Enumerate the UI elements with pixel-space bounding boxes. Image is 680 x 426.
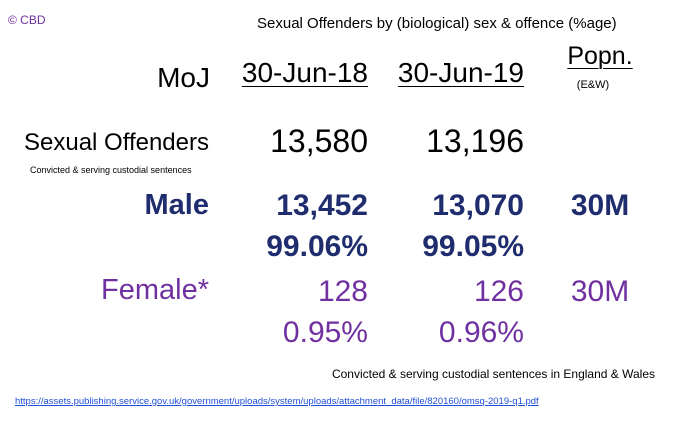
female-label: Female* [101,274,209,306]
moj-label: MoJ [157,62,210,93]
male-2019-percent: 99.05% [422,230,524,263]
male-label: Male [144,189,209,221]
sexual-offenders-label: Sexual Offenders [23,129,209,156]
female-2018-count: 128 [317,275,368,308]
female-2019-percent: 0.96% [438,316,524,349]
sexual-offenders-2019: 13,196 [426,123,524,159]
sexual-offenders-note: Convicted & serving custodial sentences [30,165,192,175]
male-2019-count: 13,070 [432,189,524,222]
male-2018-count: 13,452 [276,189,368,222]
female-2018-percent: 0.95% [282,316,368,349]
male-2018-percent: 99.06% [266,230,368,263]
sexual-offenders-2018: 13,580 [270,123,368,159]
female-population: 30M [570,275,630,308]
male-population: 30M [570,189,630,222]
copyright-label: © CBD [8,13,46,27]
page-title: Sexual Offenders by (biological) sex & o… [257,15,617,32]
date-header-2018: 30-Jun-18 [241,57,368,88]
population-region-label: (E&W) [576,79,610,91]
female-2019-count: 126 [473,275,524,308]
source-link[interactable]: https://assets.publishing.service.gov.uk… [15,396,539,407]
population-header: Popn. [567,42,633,70]
date-header-2019: 30-Jun-19 [397,57,524,88]
footnote: Convicted & serving custodial sentences … [331,367,655,381]
